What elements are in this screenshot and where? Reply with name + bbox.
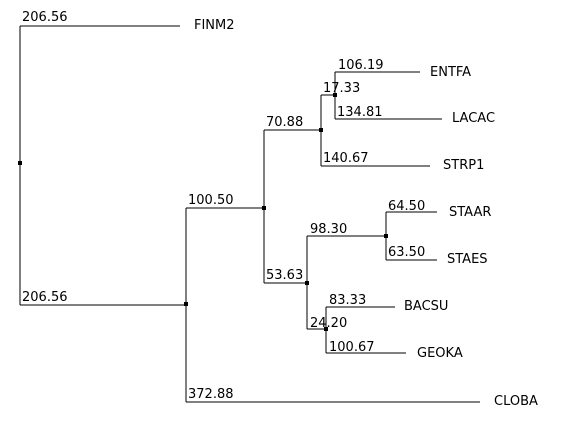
branch-length-entfa: 106.19: [338, 58, 384, 73]
leaf-label-finm2: FINM2: [194, 18, 235, 33]
branch-length-firmicutes-clade: 100.50: [188, 193, 234, 208]
branch-length-staar: 64.50: [388, 199, 425, 214]
main-clade-node: [184, 302, 188, 306]
lacto-clade-node: [319, 128, 323, 132]
branch-length-bacillales-clade: 53.63: [266, 268, 303, 283]
branch-length-finm2: 206.56: [22, 10, 68, 25]
leaf-label-cloba: CLOBA: [494, 394, 538, 409]
leaf-label-lacac: LACAC: [452, 111, 495, 126]
branch-length-geoka: 100.67: [329, 340, 375, 355]
branch-length-lacto-clade: 70.88: [266, 115, 303, 130]
leaf-label-staar: STAAR: [449, 205, 491, 220]
branch-length-bacsu: 83.33: [329, 293, 366, 308]
bacgeo-clade-node: [324, 327, 328, 331]
branch-length-staph-clade: 98.30: [310, 222, 347, 237]
branch-length-main-clade: 206.56: [22, 290, 68, 305]
leaf-label-strp1: STRP1: [443, 158, 484, 173]
bacillales-clade-node: [305, 281, 309, 285]
branch-length-cloba: 372.88: [188, 387, 234, 402]
leaf-label-entfa: ENTFA: [430, 65, 471, 80]
branch-length-staes: 63.50: [388, 245, 425, 260]
entlac-clade-node: [333, 93, 337, 97]
staph-clade-node: [384, 234, 388, 238]
leaf-label-staes: STAES: [447, 252, 488, 267]
branch-length-bacgeo-clade: 24.20: [310, 316, 347, 331]
leaf-label-bacsu: BACSU: [404, 299, 448, 314]
branch-length-entlac-clade: 17.33: [323, 81, 360, 96]
leaf-label-geoka: GEOKA: [417, 346, 463, 361]
firmicutes-clade-node: [262, 206, 266, 210]
branch-length-strp1: 140.67: [323, 151, 369, 166]
root-node: [18, 161, 22, 165]
branch-length-lacac: 134.81: [337, 105, 383, 120]
